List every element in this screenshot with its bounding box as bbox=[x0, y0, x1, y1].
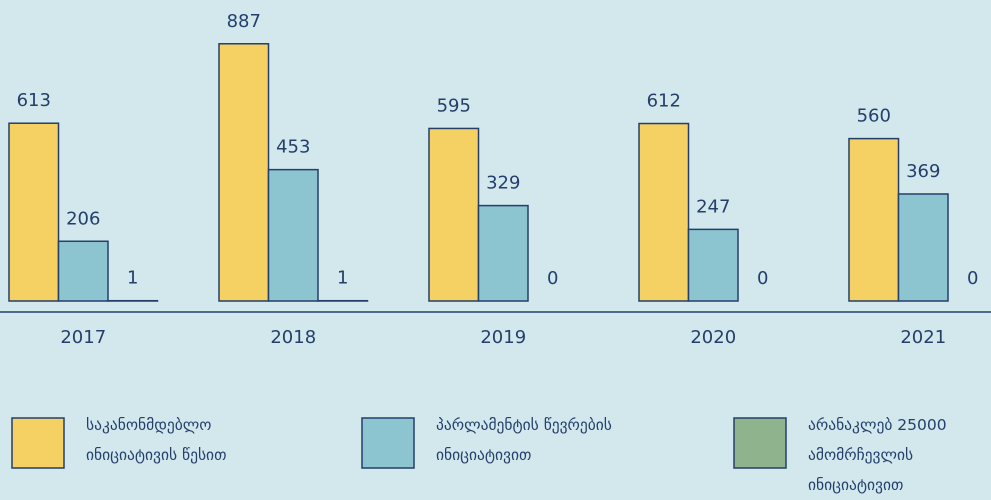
bar bbox=[479, 206, 529, 301]
bar bbox=[849, 139, 899, 301]
x-tick-label: 2020 bbox=[690, 327, 736, 348]
value-label: 1 bbox=[337, 268, 348, 289]
bar bbox=[689, 229, 739, 301]
value-label: 0 bbox=[547, 268, 558, 289]
x-tick-label: 2017 bbox=[60, 327, 106, 348]
x-tick-label: 2021 bbox=[900, 327, 946, 348]
bar bbox=[9, 123, 59, 301]
legend-label: არანაკლებ 25000 ამომრჩევლის ინიციატივით bbox=[808, 410, 990, 500]
bar bbox=[429, 128, 479, 301]
value-label: 369 bbox=[906, 161, 940, 182]
bar bbox=[219, 44, 269, 301]
value-label: 329 bbox=[486, 173, 520, 194]
bar bbox=[899, 194, 949, 301]
legend-label: საკანონმდებლო ინიციატივის წესით bbox=[86, 410, 261, 470]
bar bbox=[269, 170, 319, 301]
value-label: 560 bbox=[857, 106, 891, 127]
legend-swatch bbox=[734, 418, 786, 468]
value-label: 453 bbox=[276, 137, 310, 158]
x-tick-label: 2019 bbox=[480, 327, 526, 348]
legend-swatch bbox=[362, 418, 414, 468]
value-label: 0 bbox=[757, 268, 768, 289]
value-label: 206 bbox=[66, 208, 100, 229]
value-label: 247 bbox=[696, 196, 730, 217]
legend-swatch bbox=[12, 418, 64, 468]
value-label: 595 bbox=[437, 95, 471, 116]
bar bbox=[59, 241, 109, 301]
value-label: 887 bbox=[227, 11, 261, 32]
value-label: 613 bbox=[17, 90, 51, 111]
bar bbox=[639, 124, 689, 301]
legend-label: პარლამენტის წევრების ინიციატივით bbox=[436, 410, 661, 470]
value-label: 612 bbox=[647, 91, 681, 112]
x-tick-label: 2018 bbox=[270, 327, 316, 348]
value-label: 0 bbox=[967, 268, 978, 289]
value-label: 1 bbox=[127, 268, 138, 289]
